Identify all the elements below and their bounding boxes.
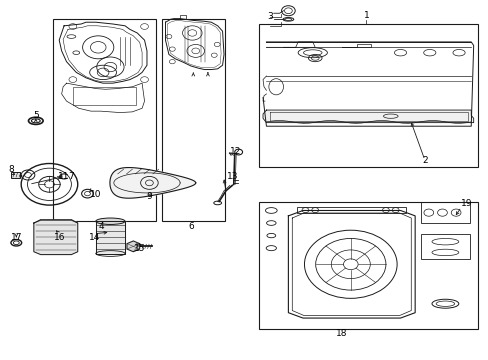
Text: 19: 19 [460,199,471,208]
Text: 12: 12 [229,147,241,156]
Bar [161,19,224,221]
Text: 6: 6 [187,222,193,231]
Text: 14: 14 [88,233,100,242]
Text: 4: 4 [99,222,104,231]
Text: 13: 13 [227,172,239,181]
Text: 9: 9 [146,192,152,201]
Bar [420,202,469,223]
Bar [259,24,477,167]
Text: 16: 16 [53,233,65,242]
Bar [420,234,469,259]
Text: 10: 10 [90,190,101,199]
Bar [297,207,406,213]
Ellipse shape [96,218,125,225]
Text: 7: 7 [68,172,74,181]
Polygon shape [110,167,195,198]
Polygon shape [96,221,125,253]
Polygon shape [263,110,473,123]
Polygon shape [34,220,78,255]
Bar [11,172,20,178]
Polygon shape [127,241,140,252]
Text: 1: 1 [363,10,368,19]
Bar [259,202,477,329]
Text: 15: 15 [134,244,145,253]
Text: 8: 8 [8,165,14,174]
Text: 17: 17 [11,233,22,242]
Text: 11: 11 [58,172,70,181]
Text: 2: 2 [421,156,427,165]
Text: 18: 18 [336,329,347,338]
Bar [53,19,156,221]
Bar [73,87,136,105]
Text: 5: 5 [33,111,39,120]
Text: 3: 3 [267,12,273,21]
